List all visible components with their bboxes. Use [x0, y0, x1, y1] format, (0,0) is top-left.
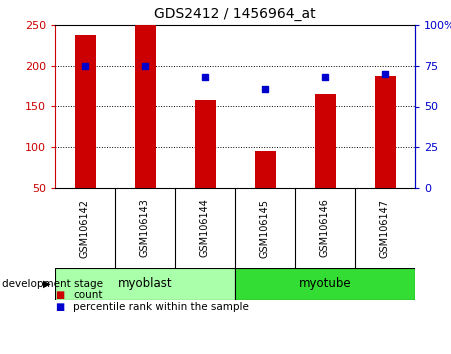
- Text: ■: ■: [55, 290, 64, 299]
- Text: percentile rank within the sample: percentile rank within the sample: [73, 302, 249, 312]
- Bar: [74, 35, 96, 188]
- Bar: [194, 100, 216, 188]
- Text: GSM106143: GSM106143: [140, 199, 150, 257]
- Text: ■: ■: [55, 302, 64, 312]
- Bar: [374, 76, 396, 188]
- Bar: [235, 268, 415, 300]
- Text: GSM106145: GSM106145: [260, 199, 270, 257]
- Text: GSM106144: GSM106144: [200, 199, 210, 257]
- Bar: [55, 268, 235, 300]
- Text: ▶: ▶: [43, 279, 51, 289]
- Bar: [314, 94, 336, 188]
- Text: myoblast: myoblast: [118, 278, 172, 291]
- Text: GSM106146: GSM106146: [320, 199, 330, 257]
- Text: GSM106142: GSM106142: [80, 199, 90, 257]
- Title: GDS2412 / 1456964_at: GDS2412 / 1456964_at: [154, 7, 316, 21]
- Text: GSM106147: GSM106147: [380, 199, 390, 257]
- Text: myotube: myotube: [299, 278, 351, 291]
- Bar: [134, 25, 156, 188]
- Bar: [254, 151, 276, 188]
- Text: development stage: development stage: [2, 279, 103, 289]
- Text: count: count: [73, 290, 102, 299]
